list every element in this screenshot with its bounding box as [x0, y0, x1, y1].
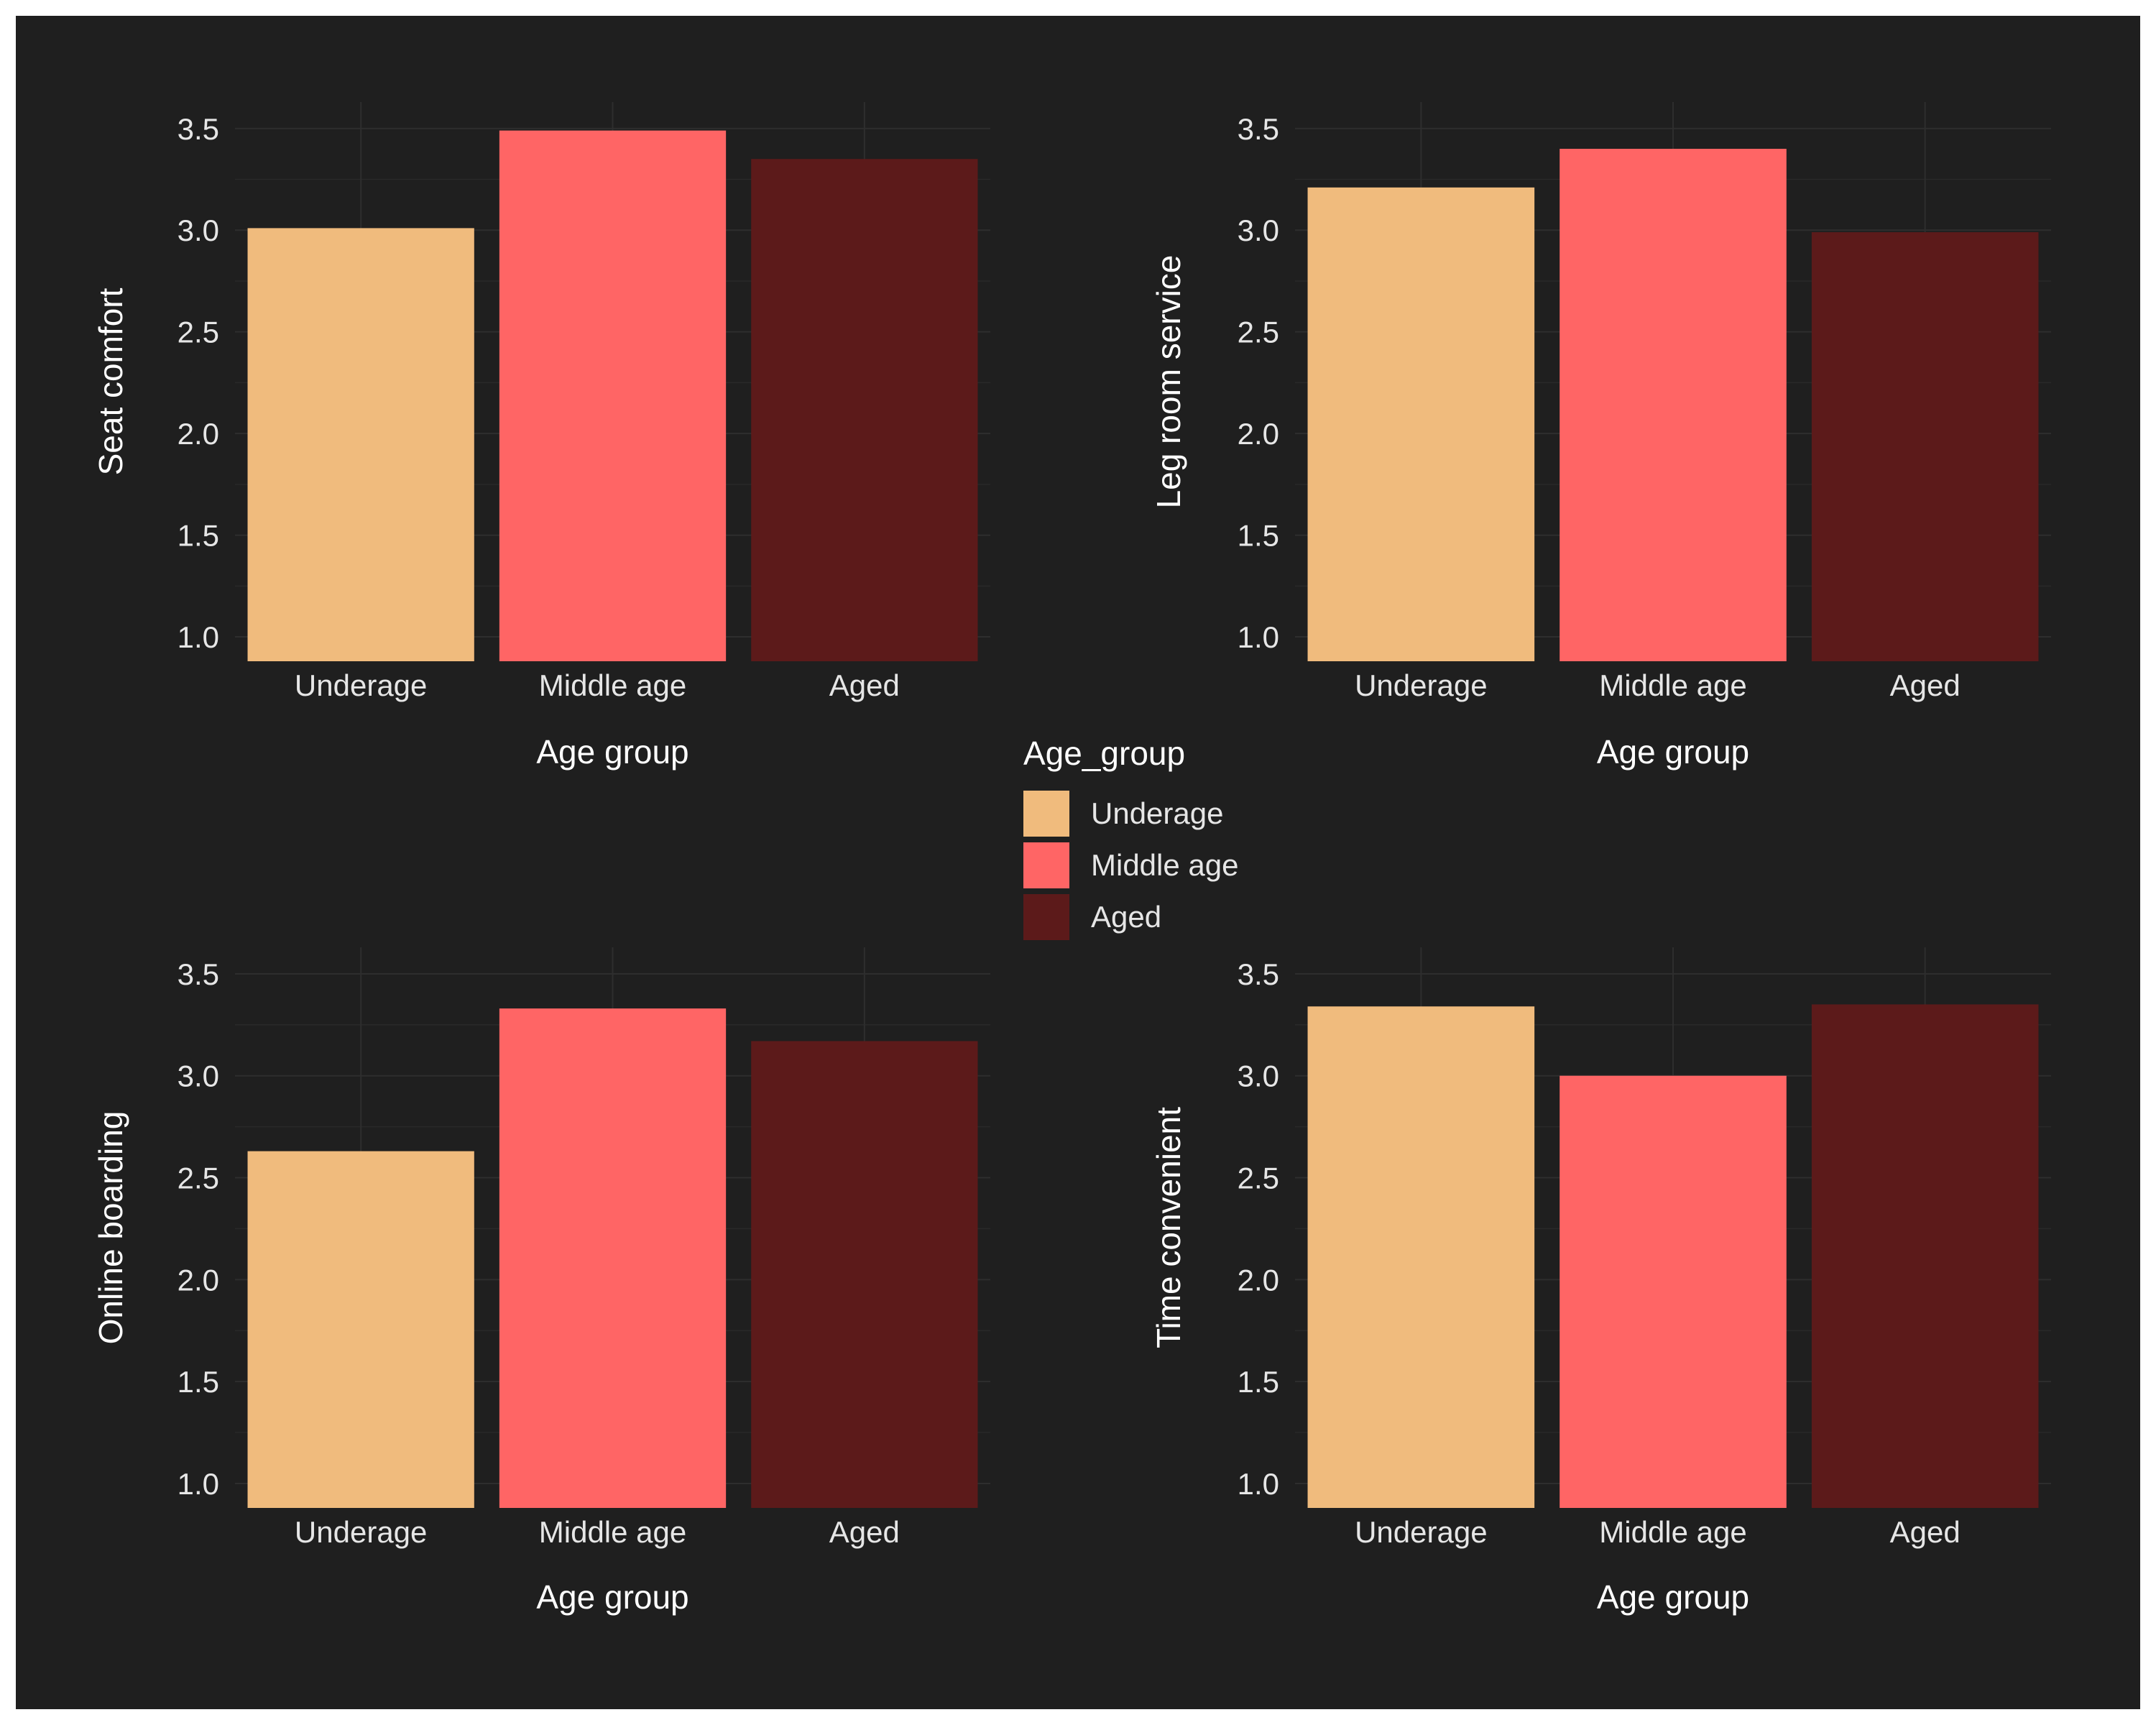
y-tick-label: 2.5	[178, 316, 219, 349]
y-tick-label: 1.0	[178, 1467, 219, 1501]
y-axis-title: Leg room service	[1150, 255, 1187, 509]
y-tick-label: 2.0	[1238, 1263, 1279, 1297]
y-tick-label: 3.5	[1238, 112, 1279, 146]
y-tick-label: 1.0	[1238, 1467, 1279, 1501]
legend-swatch-underage	[1023, 791, 1069, 837]
bar-underage	[1307, 1006, 1535, 1508]
y-tick-label: 3.0	[1238, 1059, 1279, 1093]
subplot-3: 1.0 1.5 2.0 2.5 3.0 3.5 Underage Middle age Aged…	[92, 947, 990, 1616]
x-tick-label: Underage	[295, 668, 427, 702]
x-axis-title: Age group	[536, 733, 688, 770]
subplot-1: 1.0 1.5 2.0 2.5 3.0 3.5 Underage Middle age Aged…	[92, 102, 990, 770]
x-tick-label: Aged	[1890, 668, 1961, 702]
y-tick-label: 1.5	[1238, 519, 1279, 553]
x-tick-label: Middle age	[1599, 668, 1746, 702]
legend-title: Age_group	[1023, 735, 1185, 772]
bar-aged	[1811, 232, 2039, 661]
x-tick-label: Underage	[1355, 1515, 1487, 1549]
legend-label: Aged	[1091, 900, 1161, 934]
x-tick-label: Aged	[829, 1515, 900, 1549]
legend-swatch-aged	[1023, 894, 1069, 940]
y-tick-label: 2.0	[1238, 417, 1279, 451]
x-tick-label: Underage	[1355, 668, 1487, 702]
y-axis-title: Time convenient	[1150, 1107, 1187, 1348]
y-axis-title: Online boarding	[92, 1111, 129, 1345]
x-tick-label: Aged	[829, 668, 900, 702]
x-axis-title: Age group	[1597, 733, 1749, 770]
bar-underage	[247, 1151, 474, 1508]
legend: Age_group Underage Middle age Aged	[1023, 735, 1238, 940]
y-tick-label: 3.5	[178, 112, 219, 146]
y-tick-label: 3.0	[178, 1059, 219, 1093]
bar-middle-age	[499, 130, 727, 661]
subplot-2: 1.0 1.5 2.0 2.5 3.0 3.5 Underage Middle age Aged…	[1150, 102, 2051, 770]
bar-underage	[247, 228, 474, 661]
bar-middle-age	[499, 1008, 727, 1508]
x-tick-label: Aged	[1890, 1515, 1961, 1549]
bar-aged	[751, 1041, 978, 1508]
y-tick-label: 2.0	[178, 417, 219, 451]
y-tick-label: 1.5	[1238, 1365, 1279, 1399]
y-tick-label: 3.0	[178, 213, 219, 247]
y-tick-label: 2.5	[178, 1162, 219, 1195]
legend-label: Middle age	[1091, 848, 1238, 882]
x-axis-title: Age group	[1597, 1578, 1749, 1616]
y-tick-label: 2.5	[1238, 1162, 1279, 1195]
x-tick-label: Middle age	[539, 668, 686, 702]
x-tick-label: Underage	[295, 1515, 427, 1549]
bar-underage	[1307, 187, 1535, 661]
bar-aged	[1811, 1004, 2039, 1508]
y-axis-title: Seat comfort	[92, 288, 129, 475]
chart-figure: 1.0 1.5 2.0 2.5 3.0 3.5 Underage Middle age Aged…	[92, 102, 2051, 1616]
legend-swatch-middle-age	[1023, 842, 1069, 888]
x-axis-title: Age group	[536, 1578, 688, 1616]
y-tick-label: 2.5	[1238, 316, 1279, 349]
y-tick-label: 1.5	[178, 1365, 219, 1399]
y-tick-label: 1.0	[178, 620, 219, 654]
x-tick-label: Middle age	[1599, 1515, 1746, 1549]
y-tick-label: 1.5	[178, 519, 219, 553]
bar-middle-age	[1560, 1075, 1787, 1508]
x-tick-label: Middle age	[539, 1515, 686, 1549]
bar-middle-age	[1560, 149, 1787, 661]
y-tick-label: 2.0	[178, 1263, 219, 1297]
legend-label: Underage	[1091, 796, 1223, 830]
bar-aged	[751, 159, 978, 661]
subplot-4: 1.0 1.5 2.0 2.5 3.0 3.5 Underage Middle age Aged…	[1150, 947, 2051, 1616]
y-tick-label: 3.0	[1238, 213, 1279, 247]
y-tick-label: 1.0	[1238, 620, 1279, 654]
y-tick-label: 3.5	[178, 957, 219, 991]
y-tick-label: 3.5	[1238, 957, 1279, 991]
chart-background: 1.0 1.5 2.0 2.5 3.0 3.5 Underage Middle age Aged…	[16, 16, 2140, 1709]
